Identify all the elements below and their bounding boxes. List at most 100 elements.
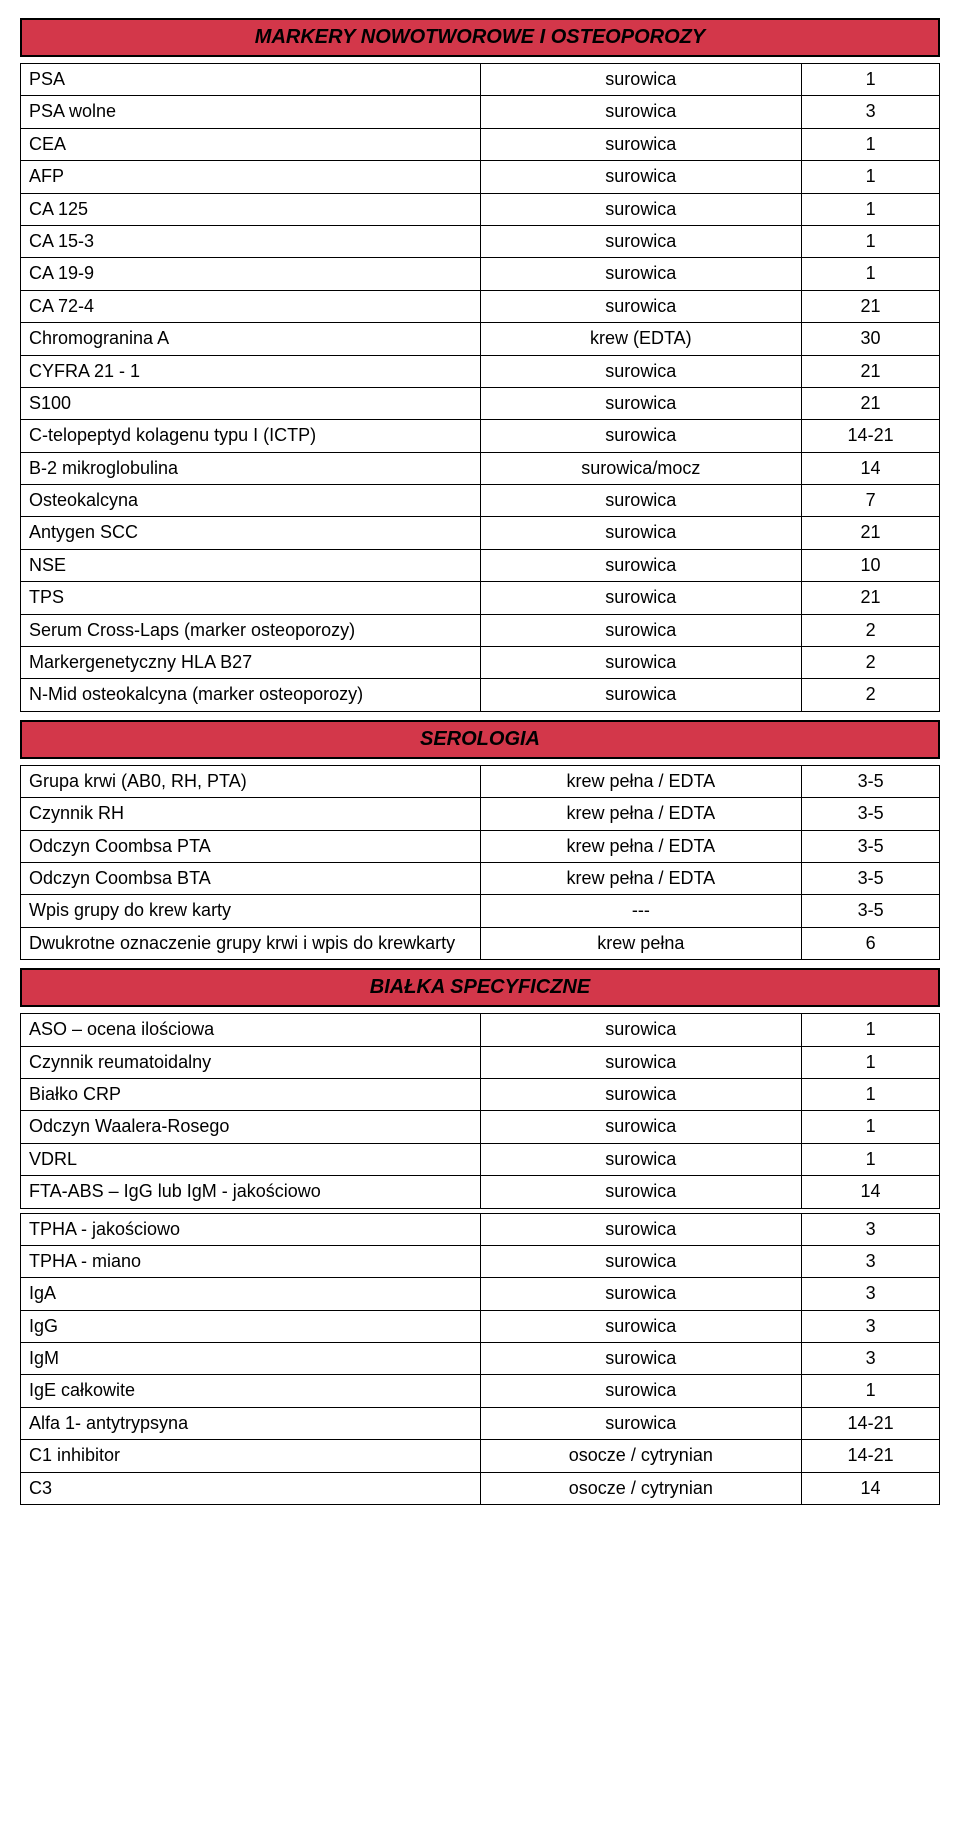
table-row: S100surowica21 — [21, 387, 940, 419]
table-row: Odczyn Waalera-Rosegosurowica1 — [21, 1111, 940, 1143]
cell-sample: surowica — [480, 1046, 802, 1078]
cell-value: 2 — [802, 647, 940, 679]
cell-name: CA 19-9 — [21, 258, 481, 290]
cell-name: Osteokalcyna — [21, 485, 481, 517]
table-row: Odczyn Coombsa BTAkrew pełna / EDTA3-5 — [21, 862, 940, 894]
cell-name: Grupa krwi (AB0, RH, PTA) — [21, 765, 481, 797]
cell-value: 1 — [802, 225, 940, 257]
cell-value: 1 — [802, 1143, 940, 1175]
cell-name: Odczyn Coombsa PTA — [21, 830, 481, 862]
cell-name: NSE — [21, 549, 481, 581]
cell-sample: surowica — [480, 64, 802, 96]
table-row: B-2 mikroglobulinasurowica/mocz14 — [21, 452, 940, 484]
table-row: TPHA - jakościowosurowica3 — [21, 1213, 940, 1245]
cell-name: CEA — [21, 128, 481, 160]
cell-sample: surowica — [480, 485, 802, 517]
cell-sample: surowica — [480, 1343, 802, 1375]
cell-name: S100 — [21, 387, 481, 419]
cell-sample: krew pełna — [480, 927, 802, 959]
section-header: MARKERY NOWOTWOROWE I OSTEOPOROZY — [20, 18, 940, 57]
table-row: PSAsurowica1 — [21, 64, 940, 96]
table-row: Dwukrotne oznaczenie grupy krwi i wpis d… — [21, 927, 940, 959]
cell-sample: surowica — [480, 420, 802, 452]
table-row: Czynnik RHkrew pełna / EDTA3-5 — [21, 798, 940, 830]
cell-name: Białko CRP — [21, 1078, 481, 1110]
cell-value: 1 — [802, 1014, 940, 1046]
table-row: CA 15-3surowica1 — [21, 225, 940, 257]
cell-name: CA 15-3 — [21, 225, 481, 257]
cell-value: 1 — [802, 64, 940, 96]
data-table: ASO – ocena ilościowasurowica1Czynnik re… — [20, 1013, 940, 1208]
table-row: Serum Cross-Laps (marker osteoporozy)sur… — [21, 614, 940, 646]
cell-sample: krew pełna / EDTA — [480, 830, 802, 862]
table-row: C-telopeptyd kolagenu typu I (ICTP)surow… — [21, 420, 940, 452]
cell-name: Serum Cross-Laps (marker osteoporozy) — [21, 614, 481, 646]
table-row: AFPsurowica1 — [21, 161, 940, 193]
cell-sample: surowica — [480, 258, 802, 290]
cell-value: 21 — [802, 517, 940, 549]
table-row: Antygen SCCsurowica21 — [21, 517, 940, 549]
cell-name: C1 inhibitor — [21, 1440, 481, 1472]
section-header: SEROLOGIA — [20, 720, 940, 759]
table-row: TPSsurowica21 — [21, 582, 940, 614]
cell-sample: osocze / cytrynian — [480, 1440, 802, 1472]
cell-sample: surowica — [480, 1111, 802, 1143]
cell-name: PSA — [21, 64, 481, 96]
cell-sample: krew pełna / EDTA — [480, 798, 802, 830]
table-row: IgGsurowica3 — [21, 1310, 940, 1342]
cell-sample: --- — [480, 895, 802, 927]
cell-name: Wpis grupy do krew karty — [21, 895, 481, 927]
table-row: FTA-ABS – IgG lub IgM - jakościowosurowi… — [21, 1176, 940, 1208]
cell-sample: surowica — [480, 1310, 802, 1342]
cell-value: 3 — [802, 1213, 940, 1245]
table-row: IgE całkowitesurowica1 — [21, 1375, 940, 1407]
cell-sample: krew pełna / EDTA — [480, 862, 802, 894]
table-row: Białko CRPsurowica1 — [21, 1078, 940, 1110]
cell-value: 1 — [802, 193, 940, 225]
cell-sample: surowica — [480, 1014, 802, 1046]
table-row: VDRLsurowica1 — [21, 1143, 940, 1175]
table-row: N-Mid osteokalcyna (marker osteoporozy)s… — [21, 679, 940, 711]
cell-value: 3-5 — [802, 830, 940, 862]
cell-name: Chromogranina A — [21, 323, 481, 355]
cell-value: 21 — [802, 582, 940, 614]
cell-name: ASO – ocena ilościowa — [21, 1014, 481, 1046]
cell-value: 1 — [802, 1046, 940, 1078]
cell-value: 14-21 — [802, 1407, 940, 1439]
table-row: Wpis grupy do krew karty---3-5 — [21, 895, 940, 927]
cell-value: 1 — [802, 1375, 940, 1407]
cell-name: PSA wolne — [21, 96, 481, 128]
cell-sample: surowica — [480, 517, 802, 549]
cell-sample: surowica/mocz — [480, 452, 802, 484]
cell-name: IgM — [21, 1343, 481, 1375]
cell-value: 3 — [802, 1245, 940, 1277]
cell-value: 14 — [802, 1176, 940, 1208]
cell-value: 1 — [802, 128, 940, 160]
cell-name: AFP — [21, 161, 481, 193]
cell-value: 6 — [802, 927, 940, 959]
cell-value: 3 — [802, 96, 940, 128]
cell-name: CYFRA 21 - 1 — [21, 355, 481, 387]
cell-name: CA 72-4 — [21, 290, 481, 322]
table-row: Grupa krwi (AB0, RH, PTA)krew pełna / ED… — [21, 765, 940, 797]
cell-name: Czynnik RH — [21, 798, 481, 830]
cell-value: 14-21 — [802, 1440, 940, 1472]
cell-sample: surowica — [480, 1278, 802, 1310]
cell-name: Dwukrotne oznaczenie grupy krwi i wpis d… — [21, 927, 481, 959]
cell-value: 2 — [802, 679, 940, 711]
cell-sample: surowica — [480, 614, 802, 646]
cell-sample: krew (EDTA) — [480, 323, 802, 355]
cell-value: 3-5 — [802, 798, 940, 830]
cell-value: 3-5 — [802, 895, 940, 927]
cell-value: 21 — [802, 290, 940, 322]
cell-sample: surowica — [480, 1078, 802, 1110]
cell-sample: surowica — [480, 679, 802, 711]
cell-name: N-Mid osteokalcyna (marker osteoporozy) — [21, 679, 481, 711]
table-row: CA 125surowica1 — [21, 193, 940, 225]
data-table: PSAsurowica1PSA wolnesurowica3CEAsurowic… — [20, 63, 940, 712]
table-row: C1 inhibitorosocze / cytrynian14-21 — [21, 1440, 940, 1472]
cell-sample: surowica — [480, 647, 802, 679]
cell-sample: surowica — [480, 290, 802, 322]
table-row: Alfa 1- antytrypsynasurowica14-21 — [21, 1407, 940, 1439]
table-row: ASO – ocena ilościowasurowica1 — [21, 1014, 940, 1046]
